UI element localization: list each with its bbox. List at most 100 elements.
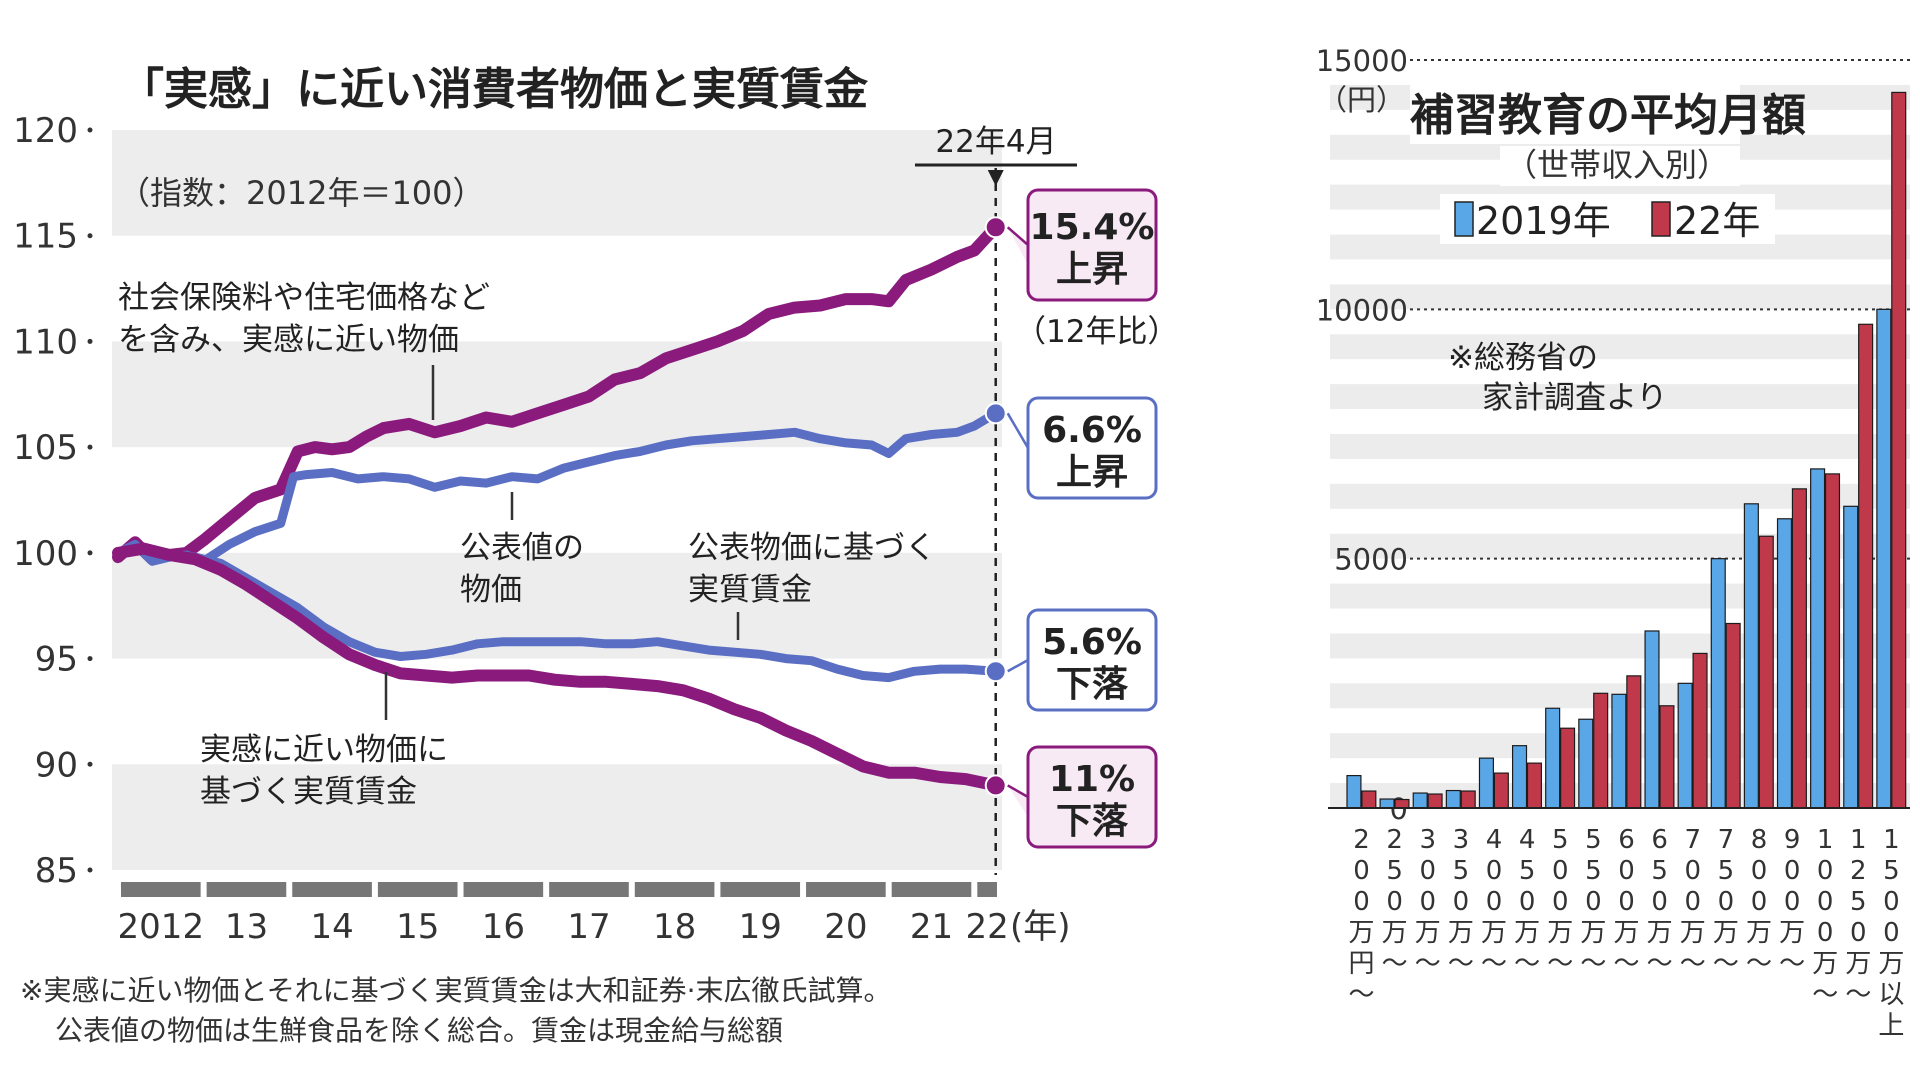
year-segment bbox=[549, 882, 629, 897]
bar-2019 bbox=[1710, 558, 1726, 809]
bar-2019 bbox=[1677, 682, 1693, 809]
legend-backdrop bbox=[1440, 194, 1775, 244]
price-wage-line-chart: 120 115 110 105 100 95 90 85 2012 13 14 15 16 17 18 19… bbox=[13, 64, 1178, 1047]
left-y-tick-dot bbox=[87, 867, 93, 873]
end-box-pointer bbox=[1006, 412, 1030, 468]
bar-2019 bbox=[1776, 518, 1793, 809]
annotation-official_wage_label: 公表物価に基づく bbox=[688, 530, 936, 566]
bar-2019 bbox=[1611, 693, 1627, 809]
end-box-word: 上昇 bbox=[1056, 249, 1128, 290]
bar-2022 bbox=[1427, 793, 1443, 809]
right-y-tick-label: 5000 bbox=[1334, 543, 1408, 577]
left-y-tick-label: 95 bbox=[35, 640, 78, 680]
right-category-label: 2 5 0 万〜 bbox=[1382, 825, 1408, 979]
end-point-official_price bbox=[984, 402, 1007, 425]
end-box-value: 11% bbox=[1049, 759, 1135, 800]
left-x-tick-label: 18 bbox=[653, 907, 696, 947]
end-box-pointer bbox=[1006, 226, 1030, 265]
bar-2022 bbox=[1361, 790, 1377, 809]
left-grid-bands bbox=[112, 130, 1002, 870]
x-axis-year-unit: (年) bbox=[1010, 907, 1071, 947]
left-band bbox=[112, 341, 1002, 448]
comparison-note: （12年比） bbox=[1015, 314, 1178, 350]
bar-2019 bbox=[1379, 798, 1395, 809]
left-y-tick-label: 120 bbox=[13, 111, 78, 151]
left-y-tick-label: 115 bbox=[13, 217, 78, 257]
left-y-tick-dot bbox=[87, 233, 93, 239]
year-segment bbox=[206, 882, 287, 897]
bar-2019 bbox=[1511, 745, 1528, 809]
left-y-tick-dot bbox=[87, 761, 93, 767]
bar-2022 bbox=[1659, 705, 1675, 809]
bar-2022 bbox=[1791, 488, 1807, 809]
annotation-official_price_label: 物価 bbox=[460, 572, 522, 608]
end-box-value: 15.4% bbox=[1030, 207, 1155, 248]
bar-2019 bbox=[1545, 707, 1561, 809]
source-note-line-2: 家計調査より bbox=[1482, 380, 1667, 416]
right-y-unit: （円） bbox=[1318, 83, 1405, 117]
left-x-tick-label: 20 bbox=[824, 907, 867, 947]
right-category-label: 9 0 0 万〜 bbox=[1779, 825, 1805, 979]
left-chart-title: 「実感」に近い消費者物価と実質賃金 bbox=[120, 64, 869, 115]
footnote-line-2: 公表値の物価は生鮮食品を除く総合。賃金は現金給与総額 bbox=[55, 1014, 783, 1047]
right-band bbox=[1330, 434, 1910, 459]
legend-swatch-2019 bbox=[1454, 201, 1474, 237]
tutoring-cost-bar-chart: 150001000050000 200万円〜250万〜300万〜350万〜400… bbox=[1316, 44, 1910, 1041]
end-box-word: 上昇 bbox=[1056, 452, 1128, 493]
bar-2022 bbox=[1526, 762, 1543, 809]
bar-2019 bbox=[1810, 468, 1826, 809]
bar-2019 bbox=[1346, 774, 1362, 809]
right-category-label: 8 0 0 万〜 bbox=[1746, 825, 1772, 979]
end-box: 15.4%上昇 bbox=[1006, 188, 1158, 302]
year-segment bbox=[463, 882, 544, 897]
year-segment bbox=[292, 882, 372, 897]
end-box: 11%下落 bbox=[1007, 745, 1158, 849]
right-category-label: 7 5 0 万〜 bbox=[1713, 825, 1739, 979]
left-x-tick-label: 17 bbox=[567, 907, 610, 947]
bar-2019 bbox=[1478, 757, 1494, 809]
right-x-axis: 2 0 0 万円〜 2 5 0 万〜 3 0 0 万〜 3 5 0 万〜 4 0 0 万〜 4 5 0 万〜 5 0 0 万〜 5 5 0 万… bbox=[1349, 825, 1905, 1041]
right-band bbox=[1330, 334, 1910, 360]
left-x-tick-label: 19 bbox=[739, 907, 782, 947]
right-category-label: 3 0 0 万〜 bbox=[1415, 825, 1441, 979]
bar-2022 bbox=[1560, 727, 1576, 809]
series-line-felt_price bbox=[112, 221, 1002, 566]
right-title-backdrop bbox=[1410, 84, 1740, 144]
right-bars bbox=[1346, 91, 1907, 809]
left-y-tick-dot bbox=[87, 338, 93, 344]
year-segment bbox=[891, 882, 972, 897]
bar-2022 bbox=[1725, 622, 1741, 809]
right-category-label: 6 5 0 万〜 bbox=[1647, 825, 1673, 979]
right-category-label: 6 0 0 万〜 bbox=[1613, 825, 1639, 979]
marker-label: 22年4月 bbox=[935, 124, 1056, 160]
left-end-points bbox=[984, 216, 1007, 797]
end-box-frame bbox=[1026, 745, 1158, 849]
bar-2019 bbox=[1445, 789, 1461, 809]
annotation-official_wage_label: 実質賃金 bbox=[688, 572, 812, 608]
left-x-tick-label: 15 bbox=[396, 907, 439, 947]
right-legend: 2019年 22年 bbox=[1440, 194, 1775, 244]
bar-2022 bbox=[1626, 675, 1642, 809]
bar-2022 bbox=[1891, 91, 1907, 809]
end-box-frame bbox=[1026, 188, 1158, 302]
year-segment bbox=[720, 882, 801, 897]
year-segment bbox=[377, 882, 458, 897]
bar-2022 bbox=[1460, 790, 1476, 809]
year-segment bbox=[977, 882, 997, 897]
right-category-label: 1 0 0 0 万〜 bbox=[1812, 825, 1838, 1010]
right-category-label: 4 0 0 万〜 bbox=[1481, 825, 1507, 979]
bar-2019 bbox=[1578, 718, 1594, 809]
source-note-line-1: ※総務省の bbox=[1448, 340, 1598, 376]
bar-2022 bbox=[1758, 535, 1774, 809]
annotation-felt_wage_label: 実感に近い物価に bbox=[200, 732, 448, 768]
left-x-tick-label: 2012 bbox=[118, 907, 205, 947]
end-box-pointer bbox=[1007, 784, 1030, 817]
right-category-label: 5 0 0 万〜 bbox=[1547, 825, 1573, 979]
end-box-word: 下落 bbox=[1056, 664, 1129, 705]
legend-label-2022: 22年 bbox=[1674, 199, 1760, 243]
right-y-tick-label: 10000 bbox=[1316, 293, 1408, 327]
right-category-label: 3 5 0 万〜 bbox=[1448, 825, 1474, 979]
year-segment bbox=[634, 882, 715, 897]
